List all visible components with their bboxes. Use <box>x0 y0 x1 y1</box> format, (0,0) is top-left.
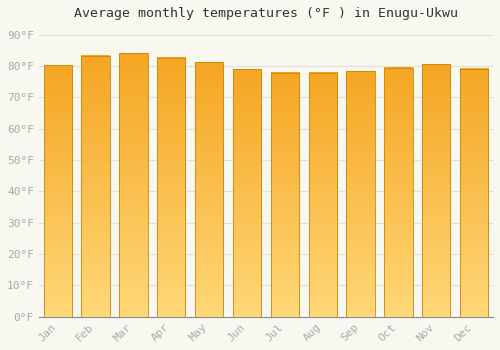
Bar <box>44 65 72 317</box>
Bar <box>119 54 148 317</box>
Bar <box>82 56 110 317</box>
Bar <box>384 68 412 317</box>
Bar <box>233 69 261 317</box>
Bar <box>308 72 337 317</box>
Bar <box>195 62 224 317</box>
Bar <box>460 69 488 317</box>
Bar <box>422 64 450 317</box>
Bar <box>270 72 299 317</box>
Title: Average monthly temperatures (°F ) in Enugu-Ukwu: Average monthly temperatures (°F ) in En… <box>74 7 458 20</box>
Bar <box>157 57 186 317</box>
Bar <box>346 71 375 317</box>
